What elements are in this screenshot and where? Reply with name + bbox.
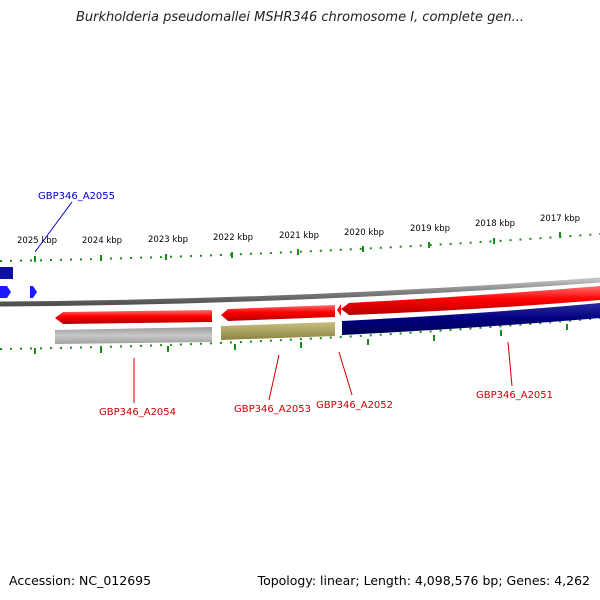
topology-text: Topology: linear; Length: 4,098,576 bp; …: [257, 573, 590, 588]
kbp-label-2019: 2019 kbp: [410, 224, 450, 234]
blue-gene-arrow-small[interactable]: [30, 286, 37, 298]
kbp-label-2025: 2025 kbp: [17, 236, 57, 246]
upper-tick-track: [0, 233, 600, 262]
gene-a2053-arrow[interactable]: [221, 305, 335, 321]
navy-feature-bar[interactable]: [342, 303, 600, 335]
gene-a2051-arrow[interactable]: [341, 286, 600, 315]
blue-gene-arrow[interactable]: [0, 286, 11, 298]
upper-major-ticks: [34, 232, 561, 262]
a2053-connector: [268, 354, 280, 401]
gene-a2055-block[interactable]: [0, 267, 13, 279]
gene-label-a2054[interactable]: GBP346_A2054: [99, 407, 176, 418]
gene-label-a2055[interactable]: GBP346_A2055: [38, 191, 115, 202]
lower-major-ticks: [34, 324, 568, 354]
gene-a2054-arrow[interactable]: [55, 310, 212, 324]
lower-tick-track: [0, 317, 600, 350]
a2052-connector: [338, 351, 353, 396]
kbp-label-2023: 2023 kbp: [148, 235, 188, 245]
kbp-label-2021: 2021 kbp: [279, 231, 319, 241]
a2051-connector: [507, 341, 513, 387]
accession-text: Accession: NC_012695: [9, 573, 152, 588]
gene-label-a2053[interactable]: GBP346_A2053: [234, 404, 311, 415]
kbp-label-2022: 2022 kbp: [213, 233, 253, 243]
grey-feature-bar[interactable]: [55, 327, 212, 344]
kbp-label-2020: 2020 kbp: [344, 228, 384, 238]
map-title: Burkholderia pseudomallei MSHR346 chromo…: [75, 10, 525, 25]
genome-backbone: [0, 277, 600, 307]
kbp-label-2017: 2017 kbp: [540, 214, 580, 224]
gene-label-a2051[interactable]: GBP346_A2051: [476, 390, 553, 401]
kbp-label-2018: 2018 kbp: [475, 219, 515, 229]
gene-a2052-arrow[interactable]: [337, 304, 341, 316]
olive-feature-bar[interactable]: [221, 322, 335, 340]
a2055-connector: [34, 201, 73, 253]
kbp-label-2024: 2024 kbp: [82, 236, 122, 246]
gene-label-a2052[interactable]: GBP346_A2052: [316, 400, 393, 411]
